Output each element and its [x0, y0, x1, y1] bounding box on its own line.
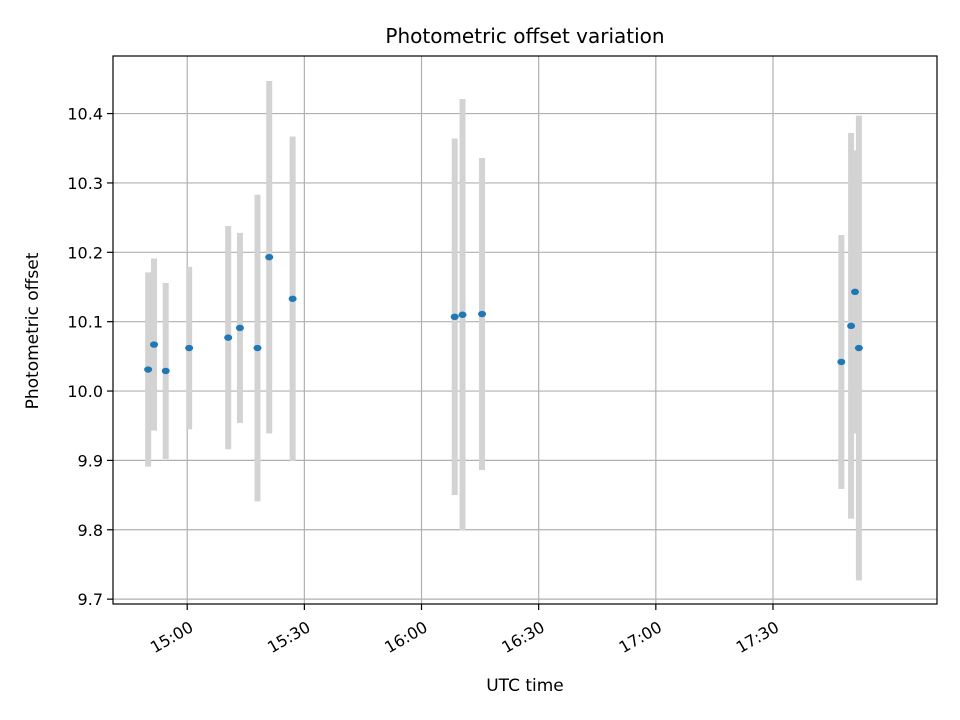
data-points [144, 253, 863, 375]
y-axis-ticks: 9.7 9.8 9.9 10.0 10.1 10.2 10.3 10.4 [67, 105, 113, 609]
y-tick-label: 9.7 [78, 590, 103, 609]
data-point [161, 367, 170, 375]
grid [113, 56, 937, 604]
y-tick-label: 9.9 [78, 451, 103, 470]
y-axis-label: Photometric offset [23, 252, 43, 409]
data-point [854, 344, 863, 352]
data-point [265, 253, 274, 261]
chart-title: Photometric offset variation [385, 24, 664, 48]
data-point [837, 358, 846, 366]
data-point [288, 295, 297, 302]
data-point [150, 341, 159, 348]
data-point [847, 322, 856, 330]
data-point [478, 310, 487, 318]
data-point [185, 344, 194, 352]
x-axis-label: UTC time [486, 676, 564, 696]
y-tick-label: 10.0 [67, 382, 103, 401]
y-tick-label: 10.1 [67, 313, 103, 332]
data-point [450, 313, 459, 321]
y-tick-label: 10.2 [67, 243, 103, 262]
y-tick-label: 10.4 [67, 105, 103, 124]
y-tick-label: 9.8 [78, 521, 103, 540]
data-point [458, 311, 467, 318]
data-point [850, 288, 859, 296]
data-point [224, 334, 233, 341]
data-point [253, 344, 262, 352]
data-point [144, 366, 153, 373]
data-point [235, 324, 244, 332]
plot-frame [112, 55, 938, 605]
y-tick-label: 10.3 [67, 174, 103, 193]
